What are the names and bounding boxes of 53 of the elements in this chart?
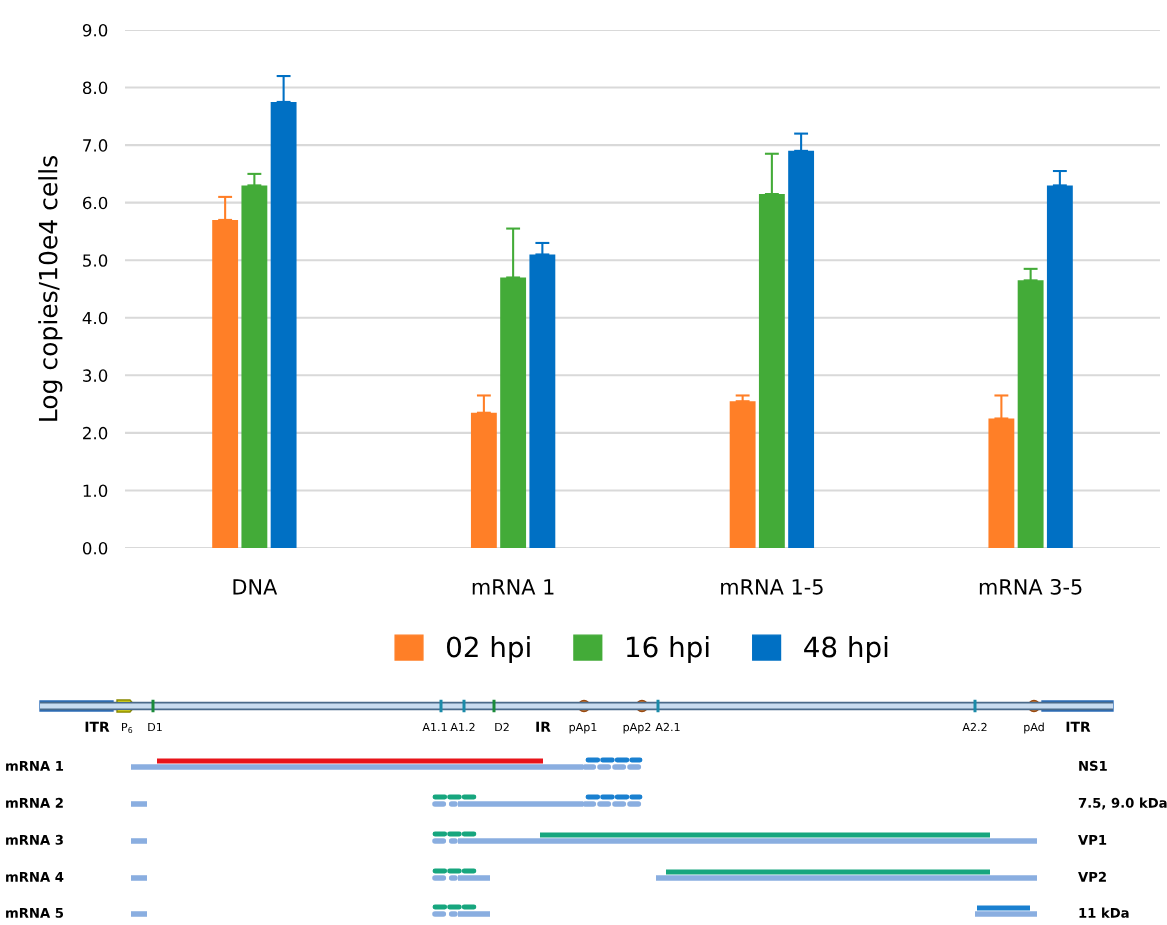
bar	[529, 254, 556, 548]
text: ITR	[1066, 721, 1091, 732]
bar	[1017, 280, 1044, 548]
text: P$_{6}$	[122, 722, 133, 733]
x-tick-label: mRNA 1	[472, 579, 554, 595]
y-axis-title: Log copies/10e4 cells	[38, 156, 63, 421]
legend-label: 02 hpi	[446, 636, 530, 663]
text: IR	[536, 721, 551, 732]
y-tick-label: 1.0	[83, 484, 108, 498]
text: pAp2	[623, 722, 651, 734]
y-tick-label: 4.0	[82, 311, 108, 325]
y-tick-label: 0.0	[82, 541, 108, 555]
text: D2	[495, 722, 509, 732]
bar	[241, 185, 268, 548]
text: A1.1	[422, 722, 447, 732]
legend-label: 16 hpi	[626, 636, 709, 663]
x-tick-label: DNA	[233, 579, 278, 595]
bar	[270, 101, 297, 548]
legend-label: 48 hpi	[804, 636, 888, 663]
text: NS1	[1079, 760, 1107, 771]
text: pAd	[1024, 722, 1044, 734]
bar	[758, 194, 785, 548]
text: A2.2	[962, 722, 987, 732]
text: ITR	[85, 721, 110, 732]
text: pAp1	[569, 722, 597, 734]
y-tick-label: 9.0	[82, 23, 108, 37]
text: mRNA 2	[6, 797, 63, 808]
y-tick-label: 7.0	[83, 139, 108, 152]
bar	[500, 277, 527, 548]
bar	[470, 412, 497, 548]
x-tick-label: mRNA 1-5	[721, 579, 823, 595]
text: VP2	[1078, 871, 1106, 882]
bar	[788, 150, 815, 548]
y-tick-label: 6.0	[82, 196, 108, 210]
bar	[1046, 185, 1073, 548]
text: 11 kDa	[1079, 907, 1129, 918]
text: A2.1	[655, 722, 680, 732]
y-tick-label: 2.0	[83, 426, 108, 440]
x-tick-label: mRNA 3-5	[979, 578, 1082, 595]
text: A1.2	[450, 722, 475, 732]
text: D1	[148, 722, 162, 732]
text: mRNA 1	[6, 761, 64, 771]
text: mRNA 3	[6, 834, 63, 845]
bar	[988, 418, 1015, 548]
y-tick-label: 5.0	[83, 254, 108, 267]
text: VP1	[1078, 835, 1107, 845]
text: 7.5, 9.0 kDa	[1078, 797, 1167, 810]
bar	[212, 219, 239, 548]
text: mRNA 4	[6, 872, 64, 882]
bar	[729, 401, 756, 548]
y-tick-label: 8.0	[82, 81, 108, 95]
text: mRNA 5	[6, 908, 64, 918]
y-tick-label: 3.0	[83, 369, 108, 382]
